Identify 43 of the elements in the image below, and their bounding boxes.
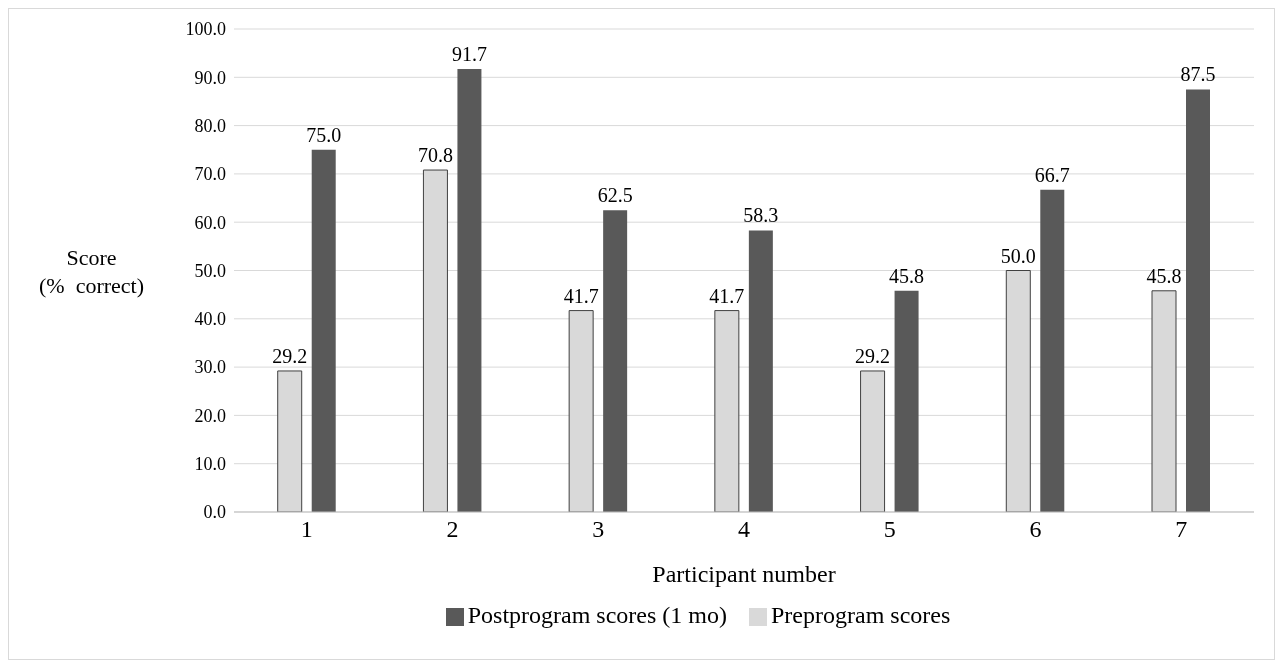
data-label: 45.8 (889, 264, 925, 287)
y-tick-label: 50.0 (194, 260, 226, 281)
x-tick-label: 6 (1029, 516, 1042, 543)
x-tick-label: 7 (1175, 516, 1188, 543)
y-tick-label: 30.0 (194, 357, 226, 378)
y-tick-label: 80.0 (194, 115, 226, 136)
y-tick-label: 60.0 (194, 212, 226, 233)
y-axis-title: Score (% correct) (39, 244, 145, 300)
x-tick-label: 4 (738, 516, 750, 543)
legend-label: Preprogram scores (771, 602, 951, 628)
bar (457, 69, 482, 512)
data-label: 91.7 (451, 43, 487, 66)
data-label: 50.0 (1000, 244, 1036, 267)
x-tick-label: 3 (592, 516, 605, 543)
bar (894, 290, 919, 512)
bar (1186, 89, 1210, 512)
y-tick-label: 100.0 (185, 19, 226, 40)
bar (1040, 189, 1065, 512)
x-tick-label: 2 (446, 516, 459, 543)
bar (748, 230, 773, 512)
data-label: 58.3 (743, 204, 779, 227)
bar (311, 149, 336, 512)
y-tick-label: 20.0 (194, 405, 226, 426)
data-label: 62.5 (597, 184, 633, 207)
data-label: 70.8 (417, 144, 453, 167)
data-label: 29.2 (855, 344, 891, 367)
x-tick-label: 1 (300, 516, 313, 543)
data-label: 41.7 (563, 284, 599, 307)
y-tick-label: 40.0 (194, 309, 226, 330)
data-label: 87.5 (1180, 63, 1216, 86)
data-label: 66.7 (1034, 163, 1070, 186)
bar (603, 210, 628, 512)
x-tick-label: 5 (883, 516, 896, 543)
x-axis-title: Participant number (652, 561, 836, 587)
legend-label: Postprogram scores (1 mo) (467, 602, 727, 628)
data-label: 45.8 (1146, 264, 1182, 287)
data-label: 75.0 (306, 123, 342, 146)
y-tick-label: 10.0 (194, 454, 226, 475)
y-tick-label: 70.0 (194, 164, 226, 185)
data-label: 41.7 (709, 284, 745, 307)
y-tick-label: 90.0 (194, 67, 226, 88)
y-tick-label: 0.0 (203, 502, 226, 523)
data-label: 29.2 (272, 344, 308, 367)
